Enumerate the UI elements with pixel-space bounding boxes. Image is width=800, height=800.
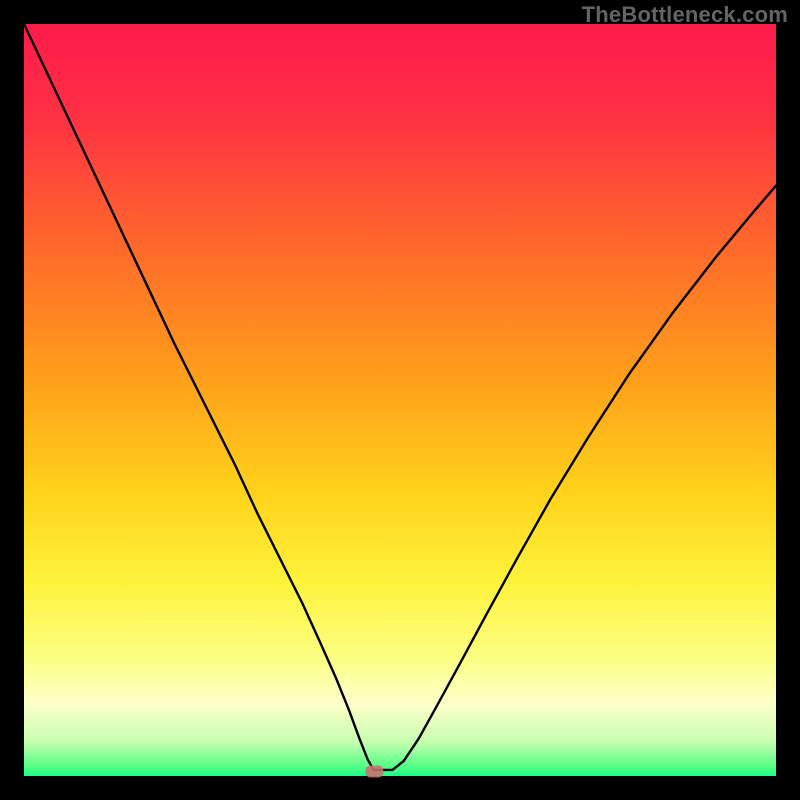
curve-minimum-marker	[365, 765, 383, 777]
watermark-text: TheBottleneck.com	[582, 2, 788, 28]
chart-plot-area	[24, 24, 776, 776]
